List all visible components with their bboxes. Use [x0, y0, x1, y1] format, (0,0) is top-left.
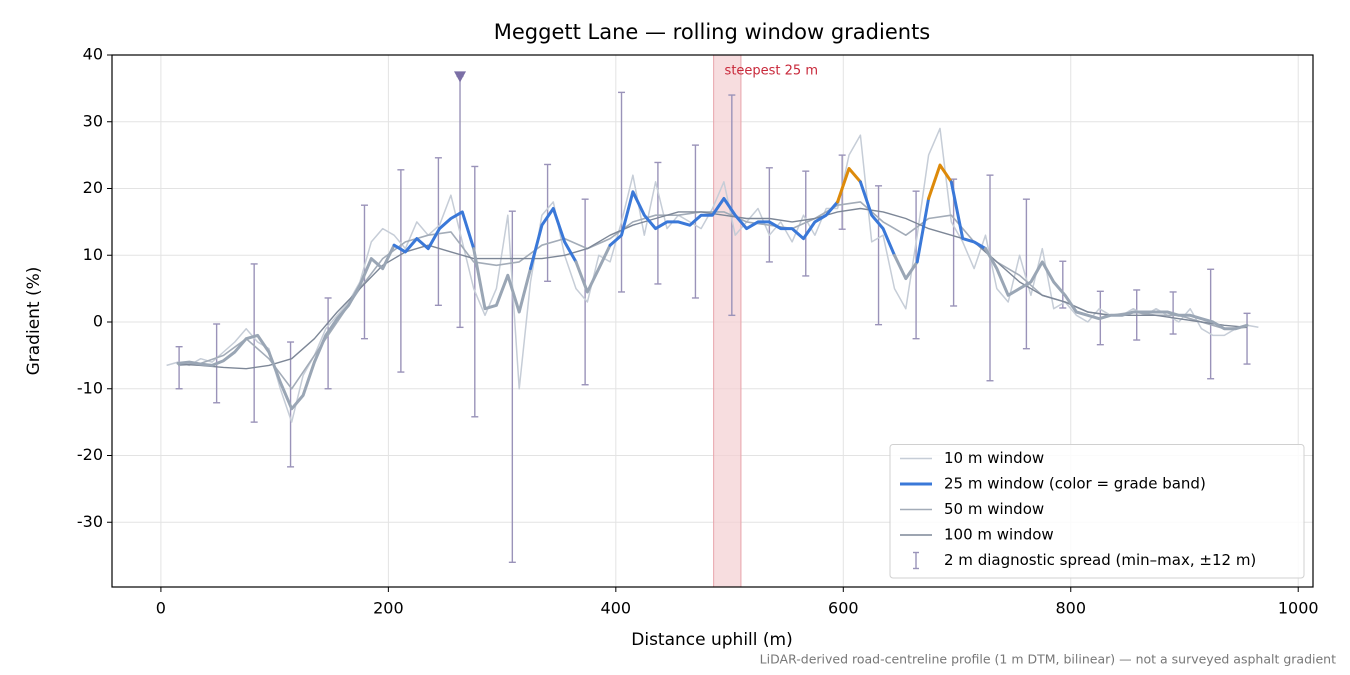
- series-line: [166, 127, 1259, 423]
- legend-label: 25 m window (color = grade band): [944, 475, 1206, 493]
- legend-swatch: [913, 551, 919, 570]
- series-line-band: [176, 243, 396, 411]
- x-axis-label: Distance uphill (m): [631, 630, 792, 650]
- series-line-band: [529, 207, 578, 271]
- error-bar: [581, 198, 589, 386]
- error-bar: [618, 91, 626, 293]
- peak-marker: [454, 71, 467, 83]
- series-line-band: [949, 180, 987, 251]
- error-bar: [175, 345, 183, 390]
- error-bar: [508, 210, 516, 564]
- x-tick-label: 600: [828, 599, 859, 618]
- series-line-band: [472, 247, 532, 314]
- series-line-band: [893, 253, 919, 281]
- error-bar: [802, 170, 810, 277]
- highlight-label: steepest 25 m: [725, 64, 818, 79]
- x-tick-label: 0: [156, 599, 166, 618]
- legend-label: 100 m window: [944, 526, 1054, 544]
- error-bar: [728, 94, 736, 317]
- legend-label: 2 m diagnostic spread (min–max, ±12 m): [944, 551, 1256, 569]
- plot-layer: [166, 75, 1259, 564]
- series-line-band: [836, 167, 862, 204]
- error-bar: [1022, 198, 1030, 350]
- error-bar: [250, 263, 258, 423]
- plot-frame: [111, 54, 1314, 588]
- y-tick-label: 10: [83, 245, 103, 264]
- y-tick-label: 20: [83, 178, 103, 197]
- error-bar: [324, 297, 332, 390]
- x-tick-label: 200: [373, 599, 404, 618]
- x-tick-label: 1000: [1278, 599, 1319, 618]
- y-tick-label: 0: [93, 312, 103, 331]
- highlight-span: [713, 54, 742, 588]
- chart-title: Meggett Lane — rolling window gradients: [494, 20, 931, 44]
- y-axis-label: Gradient (%): [24, 267, 44, 376]
- y-tick-label: 30: [83, 111, 103, 130]
- error-bar: [397, 169, 405, 373]
- series-line-band: [915, 197, 931, 264]
- series-line-band: [574, 243, 612, 294]
- series-line-band: [984, 247, 1249, 331]
- error-bar: [654, 161, 662, 285]
- legend-label: 10 m window: [944, 449, 1044, 467]
- footnote: LiDAR-derived road-centreline profile (1…: [760, 652, 1336, 667]
- series-line-band: [608, 190, 840, 247]
- x-tick-label: 800: [1055, 599, 1086, 618]
- series-line-band: [858, 180, 896, 257]
- y-tick-label: -10: [77, 378, 103, 397]
- error-bar: [1243, 312, 1251, 365]
- y-tick-label: -30: [77, 512, 103, 531]
- y-tick-label: -20: [77, 445, 103, 464]
- error-bar: [1059, 260, 1067, 309]
- series-line-band: [927, 163, 953, 200]
- legend-box: [889, 444, 1305, 579]
- series-line-band: [392, 210, 476, 254]
- x-tick-label: 400: [601, 599, 632, 618]
- error-bar: [875, 185, 883, 326]
- error-bar: [765, 167, 773, 263]
- y-tick-label: 40: [83, 45, 103, 64]
- legend-label: 50 m window: [944, 500, 1044, 518]
- error-bar: [986, 174, 994, 382]
- error-bar: [544, 163, 552, 282]
